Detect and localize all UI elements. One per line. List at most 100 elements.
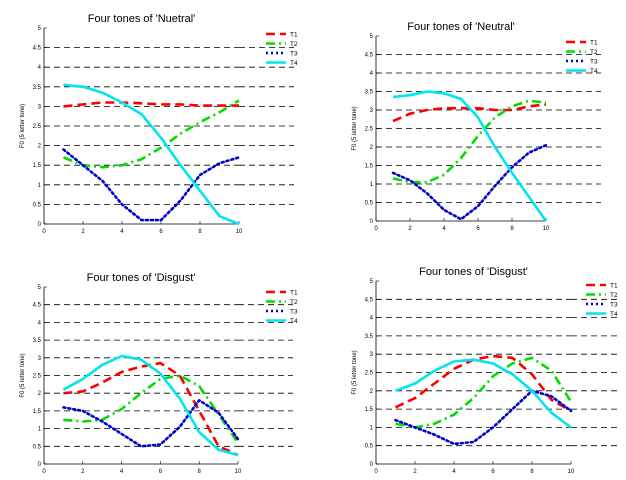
legend-label-t3: T3 — [590, 59, 598, 66]
legend-label-t4: T4 — [610, 311, 618, 318]
chart-title: Four tones of 'Neutral' — [407, 21, 515, 33]
y-tick-label: 3 — [38, 356, 42, 362]
legend-label-t3: T3 — [290, 51, 298, 58]
chart-title: Four tones of 'Disgust' — [419, 266, 528, 278]
y-axis-label: F0 (5 letter tone) — [352, 106, 358, 150]
y-tick-label: 4.5 — [365, 297, 374, 303]
y-tick-label: 3.5 — [33, 338, 42, 344]
y-tick-label: 2 — [38, 391, 42, 397]
y-tick-label: 3 — [370, 352, 374, 358]
series-line-t1 — [63, 361, 239, 457]
y-tick-label: 1 — [370, 182, 374, 188]
y-tick-label: 2.5 — [365, 127, 374, 133]
chart-1: 0 0.5 1 1.5 2 2.5 3 3.5 4 4.5 5 0 2 4 6 8 10 Four tones o… — [20, 13, 298, 235]
x-tick-label: 0 — [374, 226, 378, 232]
y-tick-label: 0.5 — [365, 201, 374, 207]
series-line-t2 — [392, 99, 547, 184]
x-tick-label: 10 — [235, 469, 242, 475]
series-line-t1 — [63, 101, 239, 108]
x-tick-label: 6 — [476, 226, 480, 232]
y-tick-label: 1.5 — [33, 409, 42, 415]
x-tick-label: 0 — [42, 229, 46, 235]
x-tick-label: 4 — [120, 229, 124, 235]
x-tick-label: 4 — [442, 226, 446, 232]
series-line-t3 — [62, 398, 240, 448]
y-tick-label: 4.5 — [33, 303, 42, 309]
legend-label-t1: T1 — [590, 40, 598, 47]
legend-label-t2: T2 — [610, 292, 618, 299]
legend-label-t2: T2 — [290, 299, 298, 306]
series-line-t4 — [395, 358, 572, 429]
series-line-t2 — [395, 356, 573, 429]
x-tick-label: 6 — [159, 469, 163, 475]
y-axis-label: F0 (5 letter tone) — [352, 350, 358, 394]
y-tick-label: 4 — [38, 65, 42, 71]
x-tick-label: 0 — [374, 469, 378, 475]
x-tick-label: 0 — [42, 469, 46, 475]
x-tick-label: 8 — [530, 469, 534, 475]
y-tick-label: 4.5 — [33, 46, 42, 52]
y-tick-label: 2.5 — [33, 124, 42, 130]
series-line-t1 — [394, 354, 572, 413]
x-tick-label: 6 — [159, 229, 163, 235]
y-axis-label: F0 (5 letter tone) — [20, 353, 26, 397]
y-tick-label: 0 — [38, 222, 42, 228]
x-tick-label: 4 — [120, 469, 124, 475]
y-tick-label: 1 — [38, 427, 42, 433]
y-tick-label: 1.5 — [365, 407, 374, 413]
y-tick-label: 0 — [370, 462, 374, 468]
legend-label-t2: T2 — [290, 41, 298, 48]
x-tick-label: 8 — [198, 229, 202, 235]
y-tick-label: 0 — [370, 219, 374, 225]
y-tick-label: 5 — [38, 285, 42, 291]
x-tick-label: 2 — [413, 469, 417, 475]
chart-3: 0 0.5 1 1.5 2 2.5 3 3.5 4 4.5 5 0 2 4 6 8 10 Four tones o… — [20, 272, 298, 475]
y-tick-label: 1 — [370, 425, 374, 431]
y-tick-label: 0.5 — [365, 444, 374, 450]
y-tick-label: 3 — [38, 104, 42, 110]
x-tick-label: 2 — [81, 229, 85, 235]
legend-label-t1: T1 — [290, 290, 298, 297]
y-tick-label: 4.5 — [365, 53, 374, 59]
series-line-t3 — [62, 148, 241, 222]
legend-label-t4: T4 — [590, 68, 598, 75]
chart-4: 0 0.5 1 1.5 2 2.5 3 3.5 4 4.5 5 0 2 4 6 8 10 Four tones o… — [352, 266, 620, 475]
chart-title: Four tones of 'Disgust' — [87, 272, 196, 284]
x-tick-label: 2 — [81, 469, 85, 475]
series-line-t4 — [62, 354, 239, 457]
y-tick-label: 5 — [38, 26, 42, 32]
legend-label-t4: T4 — [290, 60, 298, 67]
x-tick-label: 10 — [543, 226, 550, 232]
x-tick-label: 6 — [491, 469, 495, 475]
y-tick-label: 5 — [370, 34, 374, 40]
series-line-t4 — [63, 83, 240, 226]
y-tick-label: 0.5 — [33, 444, 42, 450]
x-tick-label: 4 — [452, 469, 456, 475]
y-tick-label: 3 — [370, 108, 374, 114]
legend-label-t1: T1 — [610, 283, 618, 290]
y-tick-label: 4 — [370, 71, 374, 77]
x-tick-label: 8 — [510, 226, 514, 232]
y-tick-label: 2 — [38, 144, 42, 150]
y-tick-label: 0 — [38, 462, 42, 468]
y-tick-label: 2.5 — [33, 374, 42, 380]
series-line-t3 — [394, 389, 573, 446]
y-tick-label: 1 — [38, 183, 42, 189]
chart-title: Four tones of 'Nuetral' — [88, 13, 196, 25]
series-line-t2 — [63, 99, 240, 169]
legend-label-t1: T1 — [290, 32, 298, 39]
x-tick-label: 8 — [198, 469, 202, 475]
legend-label-t3: T3 — [290, 309, 298, 316]
y-tick-label: 1.5 — [365, 164, 374, 170]
y-tick-label: 2 — [370, 389, 374, 395]
legend-label-t4: T4 — [290, 318, 298, 325]
y-tick-label: 4 — [370, 316, 374, 322]
x-tick-label: 2 — [408, 226, 412, 232]
series-line-t3 — [391, 143, 548, 221]
chart-2: 0 0.5 1 1.5 2 2.5 3 3.5 4 4.5 5 0 2 4 6 8 10 Four tones o… — [352, 21, 601, 232]
y-axis-label: F0 (5 letter tone) — [20, 104, 26, 148]
legend-label-t3: T3 — [610, 302, 618, 309]
y-tick-label: 0.5 — [33, 202, 42, 208]
y-tick-label: 4 — [38, 320, 42, 326]
